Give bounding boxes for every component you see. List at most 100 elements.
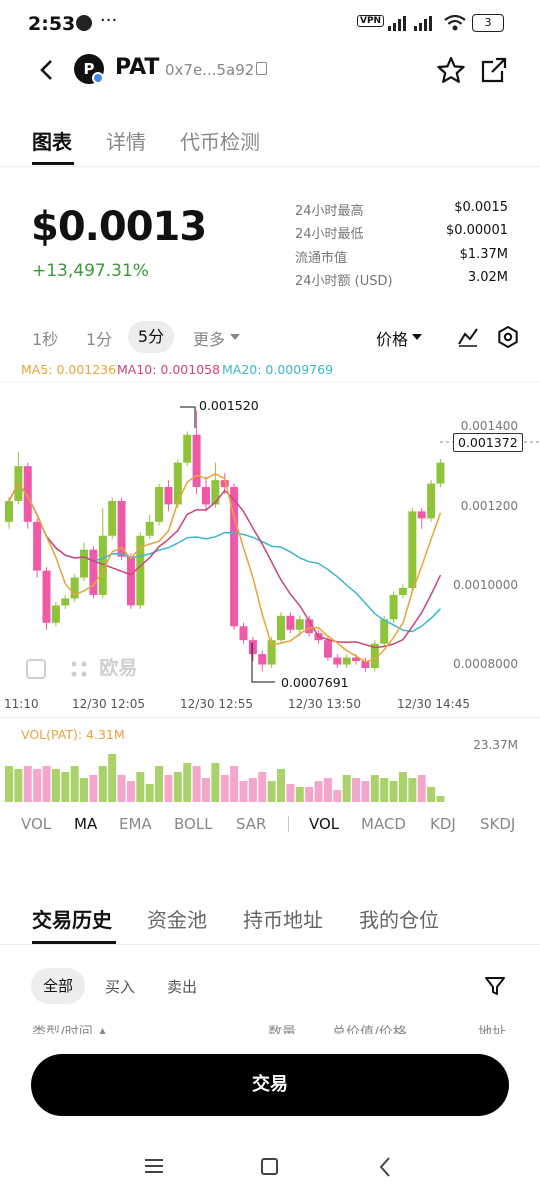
volume-bar <box>370 775 379 802</box>
filter-buy[interactable]: 买入 <box>105 978 136 996</box>
fullscreen-icon[interactable] <box>26 658 46 679</box>
indicator-ema[interactable]: EMA <box>119 815 152 833</box>
candle-body <box>277 615 286 641</box>
tab-my-position[interactable]: 我的仓位 <box>359 908 439 932</box>
indicator-boll[interactable]: BOLL <box>174 815 213 833</box>
price-dropdown-icon <box>412 334 422 340</box>
share-icon[interactable] <box>480 56 508 84</box>
nav-home-icon[interactable] <box>261 1158 278 1175</box>
y-tick-0800: 0.0008000 <box>453 657 518 671</box>
interval-1s[interactable]: 1秒 <box>32 330 59 349</box>
volume-bar <box>286 784 295 802</box>
volume-bar <box>305 787 314 802</box>
stat-label-volume: 24小时额 (USD) <box>295 274 393 289</box>
y-tick-1400: 0.001400 <box>460 419 518 433</box>
tab-liquidity-pool[interactable]: 资金池 <box>147 908 207 932</box>
candle-body <box>239 626 248 641</box>
col-type-time[interactable]: 类型/时间 ▲ <box>32 1025 108 1034</box>
volume-bar <box>173 772 182 802</box>
candle-body <box>286 615 295 630</box>
candle-body <box>295 619 304 630</box>
tab-details[interactable]: 详情 <box>106 130 146 154</box>
avatar-letter: P <box>83 60 95 78</box>
back-icon[interactable] <box>38 58 56 82</box>
tab-token-check[interactable]: 代币检测 <box>180 130 260 154</box>
last-price-tag: 0.001372 <box>453 433 523 452</box>
candle-body <box>370 643 379 669</box>
price-dropdown[interactable]: 价格 <box>376 330 409 349</box>
interval-more[interactable]: 更多 <box>193 330 226 349</box>
volume-bar <box>33 769 42 802</box>
candle-body <box>155 487 164 522</box>
candle-body <box>211 480 220 505</box>
volume-chart <box>5 754 445 802</box>
candle-body <box>417 511 426 519</box>
token-avatar: P <box>74 54 104 84</box>
stat-label-low: 24小时最低 <box>295 227 364 242</box>
candlestick-chart[interactable] <box>0 380 540 690</box>
tab-trade-history[interactable]: 交易历史 <box>32 908 112 932</box>
candles-group <box>5 410 445 672</box>
indicator-ma[interactable]: MA <box>74 815 98 833</box>
candle-body <box>389 594 398 620</box>
interval-1m[interactable]: 1分 <box>86 330 113 349</box>
volume-bar <box>70 766 79 802</box>
volume-bar <box>89 775 98 802</box>
indicator-macd[interactable]: MACD <box>361 815 406 833</box>
trade-button[interactable]: 交易 <box>31 1054 509 1116</box>
candle-body <box>248 640 257 655</box>
ma10-line <box>8 482 442 649</box>
candle-body <box>5 500 13 522</box>
volume-bar <box>211 763 220 802</box>
volume-bar <box>42 766 51 802</box>
candle-body <box>98 535 107 595</box>
stat-label-mcap: 流通市值 <box>295 251 348 266</box>
volume-bar <box>277 769 286 802</box>
filter-icon[interactable] <box>484 975 506 997</box>
volume-legend: VOL(PAT): 4.31M <box>21 727 125 742</box>
tabs-divider <box>0 166 540 167</box>
indicator-chart-icon[interactable] <box>457 326 479 348</box>
candle-body <box>333 657 342 665</box>
low-pointer <box>251 643 275 683</box>
volume-bar <box>201 778 210 802</box>
status-time: 2:53 <box>28 13 76 35</box>
volume-bar <box>51 769 60 802</box>
filter-all[interactable]: 全部 <box>31 968 85 1004</box>
indicator-kdj[interactable]: KDJ <box>430 815 456 833</box>
vpn-badge: VPN <box>357 15 385 27</box>
table-header-clip: 类型/时间 ▲ 数量 总价值/价格 地址 <box>0 1022 540 1034</box>
tab-holders[interactable]: 持币地址 <box>243 908 323 932</box>
copy-icon[interactable] <box>256 62 267 75</box>
candle-body <box>183 434 192 463</box>
volume-bar <box>14 769 23 802</box>
volume-bar <box>314 781 323 802</box>
indicator-sar[interactable]: SAR <box>236 815 267 833</box>
tab-chart[interactable]: 图表 <box>32 130 72 154</box>
chart-divider <box>0 717 540 718</box>
star-icon[interactable] <box>436 56 466 84</box>
ma10-legend: MA10: 0.001058 <box>117 362 221 377</box>
indicator-skdj[interactable]: SKDJ <box>480 815 516 833</box>
indicator-vol[interactable]: VOL <box>21 815 52 833</box>
x-tick-4: 12/30 14:45 <box>397 697 470 711</box>
volume-bar <box>136 772 145 802</box>
volume-bar <box>408 778 417 802</box>
candle-body <box>108 500 117 536</box>
interval-5m[interactable]: 5分 <box>128 321 174 353</box>
volume-bar <box>117 775 126 802</box>
col-value-price: 总价值/价格 <box>332 1025 407 1034</box>
indicator-sub-vol[interactable]: VOL <box>309 815 340 833</box>
low-price-label: 0.0007691 <box>281 675 349 690</box>
volume-bar <box>342 775 351 802</box>
candle-body <box>398 587 407 595</box>
nav-back-icon[interactable] <box>378 1156 392 1178</box>
filter-sell[interactable]: 卖出 <box>167 978 198 996</box>
nav-menu-icon[interactable] <box>145 1159 163 1173</box>
candle-body <box>436 462 445 484</box>
volume-bar <box>126 781 135 802</box>
settings-icon[interactable] <box>496 325 520 349</box>
candle-body <box>201 487 210 505</box>
candle-body <box>173 462 182 505</box>
stat-value-high: $0.0015 <box>454 200 508 215</box>
